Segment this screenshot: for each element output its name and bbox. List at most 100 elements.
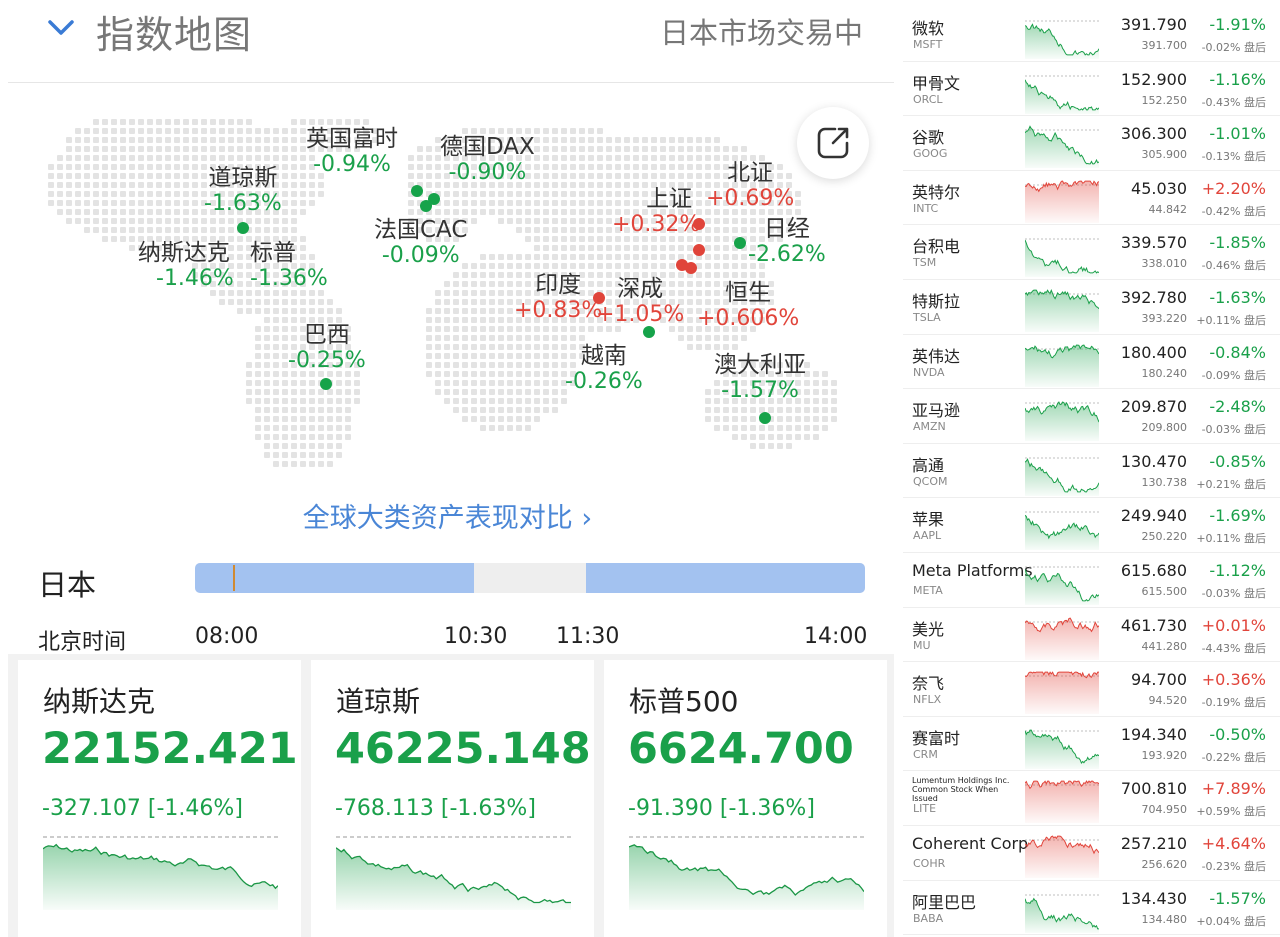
marker-dot-cac — [420, 200, 432, 212]
stock-row[interactable]: 奈飞 NFLX 94.700 +0.36% 94.520 -0.19% 盘后 — [903, 662, 1280, 717]
global-asset-compare-link[interactable]: 全球大类资产表现对比 › — [302, 503, 593, 534]
share-button[interactable] — [797, 107, 869, 179]
stock-row[interactable]: 微软 MSFT 391.790 -1.91% 391.700 -0.02% 盘后 — [903, 7, 1280, 62]
stock-sparkline — [1025, 511, 1099, 551]
stock-ticker: NFLX — [913, 693, 942, 707]
stock-change: -0.84% — [1209, 342, 1266, 362]
stock-price: 152.900 — [1120, 69, 1187, 89]
after-hours-change: -0.19% 盘后 — [1201, 696, 1266, 710]
marker-bse[interactable]: 北证 +0.69% — [706, 160, 795, 212]
stock-row[interactable]: 赛富时 CRM 194.340 -0.50% 193.920 -0.22% 盘后 — [903, 717, 1280, 772]
after-hours-change: -0.42% 盘后 — [1201, 204, 1266, 218]
marker-nasdaq[interactable]: 纳斯达克 -1.46% — [137, 240, 234, 292]
index-card-nasdaq[interactable]: 纳斯达克 22152.421 -327.107 [-1.46%] — [18, 660, 301, 937]
stock-change: +0.01% — [1201, 615, 1266, 635]
stock-sparkline — [1025, 729, 1099, 769]
marker-dot-nikkei — [734, 237, 746, 249]
stock-ticker: LITE — [913, 802, 937, 816]
market-status: 日本市场交易中 — [659, 16, 863, 50]
stock-name: 甲骨文 — [912, 73, 961, 93]
stock-change: -1.69% — [1209, 506, 1266, 526]
after-hours-change: +0.21% 盘后 — [1196, 477, 1266, 491]
marker-szse[interactable]: 深成 +1.05% — [596, 276, 685, 328]
stock-name: 美光 — [912, 619, 945, 639]
stock-row[interactable]: 英特尔 INTC 45.030 +2.20% 44.842 -0.42% 盘后 — [903, 171, 1280, 226]
after-hours-change: -0.13% 盘后 — [1201, 150, 1266, 164]
after-hours-price: 180.240 — [1141, 366, 1188, 380]
index-map-panel: 指数地图 日本市场交易中 英国富时 -0.94% 德国DAX -0.90% 道琼… — [8, 13, 894, 937]
after-hours-change: -0.03% 盘后 — [1201, 586, 1266, 600]
stock-price: 391.790 — [1120, 15, 1187, 34]
after-hours-change: +0.11% 盘后 — [1196, 313, 1266, 327]
after-hours-price: 94.520 — [1148, 694, 1188, 708]
stock-row[interactable]: 亚马逊 AMZN 209.870 -2.48% 209.800 -0.03% 盘后 — [903, 389, 1280, 444]
marker-dot-bse — [693, 244, 705, 256]
stock-name: 微软 — [912, 19, 945, 38]
stock-row[interactable]: Coherent Corp COHR 257.210 +4.64% 256.620 -0.… — [903, 826, 1280, 881]
stock-ticker: NVDA — [913, 365, 945, 379]
stock-name: 高通 — [912, 455, 945, 475]
share-icon — [817, 127, 849, 159]
stock-change: +4.64% — [1201, 833, 1266, 853]
chevron-down-icon[interactable] — [46, 14, 76, 40]
marker-dax[interactable]: 德国DAX -0.90% — [440, 134, 535, 186]
stock-change: -1.12% — [1209, 560, 1266, 580]
marker-dow[interactable]: 道琼斯 -1.63% — [204, 165, 282, 217]
stock-row[interactable]: 特斯拉 TSLA 392.780 -1.63% 393.220 +0.11% 盘后 — [903, 280, 1280, 335]
stock-ticker: AMZN — [913, 420, 946, 434]
marker-vietnam[interactable]: 越南 -0.26% — [565, 343, 643, 395]
stock-price: 249.940 — [1120, 506, 1187, 526]
stock-name: 亚马逊 — [912, 401, 961, 421]
stock-row[interactable]: 苹果 AAPL 249.940 -1.69% 250.220 +0.11% 盘后 — [903, 498, 1280, 553]
stock-price: 257.210 — [1120, 833, 1187, 853]
index-sparkline — [336, 836, 571, 910]
timeline-label: 北京时间 — [38, 630, 127, 655]
stock-name: 特斯拉 — [912, 291, 961, 311]
marker-ftse[interactable]: 英国富时 -0.94% — [306, 126, 398, 178]
after-hours-change: -0.02% 盘后 — [1201, 41, 1266, 54]
marker-india[interactable]: 印度 +0.83% — [514, 272, 603, 324]
stock-ticker: AAPL — [913, 529, 942, 543]
index-card-sp500[interactable]: 标普500 6624.700 -91.390 [-1.36%] — [604, 660, 887, 937]
marker-australia[interactable]: 澳大利亚 -1.57% — [714, 352, 806, 404]
stock-price: 306.300 — [1120, 124, 1187, 144]
stock-ticker: CRM — [913, 747, 938, 761]
stock-name: 奈飞 — [912, 674, 945, 694]
stock-sparkline — [1025, 125, 1099, 169]
marker-cac[interactable]: 法国CAC -0.09% — [374, 217, 468, 269]
after-hours-price: 152.250 — [1141, 93, 1188, 107]
stock-row[interactable]: 台积电 TSM 339.570 -1.85% 338.010 -0.46% 盘后 — [903, 225, 1280, 280]
morning-session — [195, 563, 474, 593]
stock-change: -1.16% — [1209, 69, 1266, 89]
stock-row[interactable]: 阿里巴巴 BABA 134.430 -1.57% 134.480 +0.04% 盘后 — [903, 881, 1280, 936]
stock-row[interactable]: 高通 QCOM 130.470 -0.85% 130.738 +0.21% 盘后 — [903, 444, 1280, 499]
after-hours-change: -4.43% 盘后 — [1201, 641, 1266, 655]
marker-hsi[interactable]: 恒生 +0.606% — [697, 280, 800, 332]
stock-sparkline — [1025, 75, 1099, 114]
current-time-marker — [233, 565, 235, 591]
stock-sparkline — [1025, 894, 1099, 933]
stock-row[interactable]: 甲骨文 ORCL 152.900 -1.16% 152.250 -0.43% 盘后 — [903, 62, 1280, 117]
stock-sparkline — [1025, 344, 1099, 387]
stock-change: +2.20% — [1201, 178, 1266, 198]
stock-change: -2.48% — [1209, 397, 1266, 417]
stock-row[interactable]: 谷歌 GOOG 306.300 -1.01% 305.900 -0.13% 盘后 — [903, 116, 1280, 171]
marker-sse[interactable]: 上证 +0.32% — [612, 186, 701, 238]
stock-change: -0.85% — [1209, 451, 1266, 471]
after-hours-change: +0.04% 盘后 — [1196, 914, 1266, 928]
marker-sp[interactable]: 标普 -1.36% — [250, 240, 328, 292]
stock-ticker: TSLA — [913, 310, 941, 324]
time-break-start: 10:30 — [444, 624, 508, 649]
index-card-dow[interactable]: 道琼斯 46225.148 -768.113 [-1.63%] — [311, 660, 594, 937]
stock-sparkline — [1025, 180, 1099, 223]
stock-sparkline — [1025, 617, 1099, 660]
stock-price: 194.340 — [1120, 724, 1187, 744]
marker-nikkei[interactable]: 日经 -2.62% — [748, 216, 826, 268]
stock-change: -1.63% — [1209, 287, 1266, 307]
stock-row[interactable]: Meta Platforms META 615.680 -1.12% 615.500 -0… — [903, 553, 1280, 608]
marker-brazil[interactable]: 巴西 -0.25% — [288, 322, 366, 374]
after-hours-price: 256.620 — [1141, 857, 1188, 871]
stock-row[interactable]: 美光 MU 461.730 +0.01% 441.280 -4.43% 盘后 — [903, 608, 1280, 663]
stock-row[interactable]: Lumentum Holdings Inc. Common Stock When… — [903, 771, 1280, 826]
stock-row[interactable]: 英伟达 NVDA 180.400 -0.84% 180.240 -0.09% 盘后 — [903, 335, 1280, 390]
